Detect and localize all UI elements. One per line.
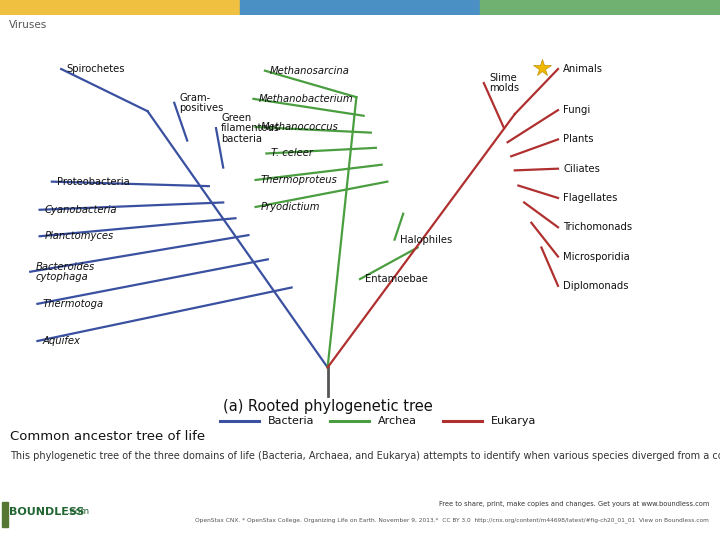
Bar [240,0,480,15]
Text: Bacteria: Bacteria [268,416,315,426]
Text: Fungi: Fungi [563,105,590,115]
Text: Slime
molds: Slime molds [489,73,519,93]
Text: Microsporidia: Microsporidia [563,252,630,261]
Text: Eukarya: Eukarya [491,416,536,426]
Text: Methanococcus: Methanococcus [261,122,338,132]
Text: OpenStax CNX. * OpenStax College. Organizing Life on Earth. November 9, 2013.*  : OpenStax CNX. * OpenStax College. Organi… [195,518,709,523]
Text: BOUNDLESS: BOUNDLESS [9,507,84,517]
Text: Green
filamentous
bacteria: Green filamentous bacteria [221,113,280,144]
Text: .com: .com [67,507,89,516]
Text: Bacteroides
cytophaga: Bacteroides cytophaga [35,261,94,282]
Text: Free to share, print, make copies and changes. Get yours at www.boundless.com: Free to share, print, make copies and ch… [438,501,709,507]
Text: Flagellates: Flagellates [563,193,618,203]
Text: Ciliates: Ciliates [563,164,600,174]
Text: Plants: Plants [563,134,593,144]
Text: Cyanobacteria: Cyanobacteria [45,205,117,215]
Text: Trichomonads: Trichomonads [563,222,632,232]
Text: T. celeer: T. celeer [271,148,313,158]
Text: This phylogenetic tree of the three domains of life (Bacteria, Archaea, and Euka: This phylogenetic tree of the three doma… [10,451,720,462]
Bar [0,0,240,15]
Text: Animals: Animals [563,64,603,74]
Text: Planctomyces: Planctomyces [45,231,114,241]
Text: Thermoproteus: Thermoproteus [261,175,338,185]
Text: Gram-
positives: Gram- positives [179,92,224,113]
Text: Viruses: Viruses [9,20,47,30]
Text: Spirochetes: Spirochetes [66,64,125,74]
Text: Entamoebae: Entamoebae [365,274,428,284]
Text: Methanobacterium: Methanobacterium [258,94,353,104]
Text: Pryodictium: Pryodictium [261,202,320,212]
Bar [2,502,8,527]
Text: Proteobacteria: Proteobacteria [57,177,130,187]
Text: Thermotoga: Thermotoga [42,299,104,309]
Text: Halophiles: Halophiles [400,235,452,245]
Text: Archea: Archea [378,416,417,426]
Bar [480,0,720,15]
Text: (a) Rooted phylogenetic tree: (a) Rooted phylogenetic tree [222,400,433,414]
Text: Diplomonads: Diplomonads [563,281,629,291]
Text: Aquifex: Aquifex [42,336,81,346]
Text: Common ancestor tree of life: Common ancestor tree of life [10,430,205,443]
Text: Methanosarcina: Methanosarcina [270,66,350,76]
